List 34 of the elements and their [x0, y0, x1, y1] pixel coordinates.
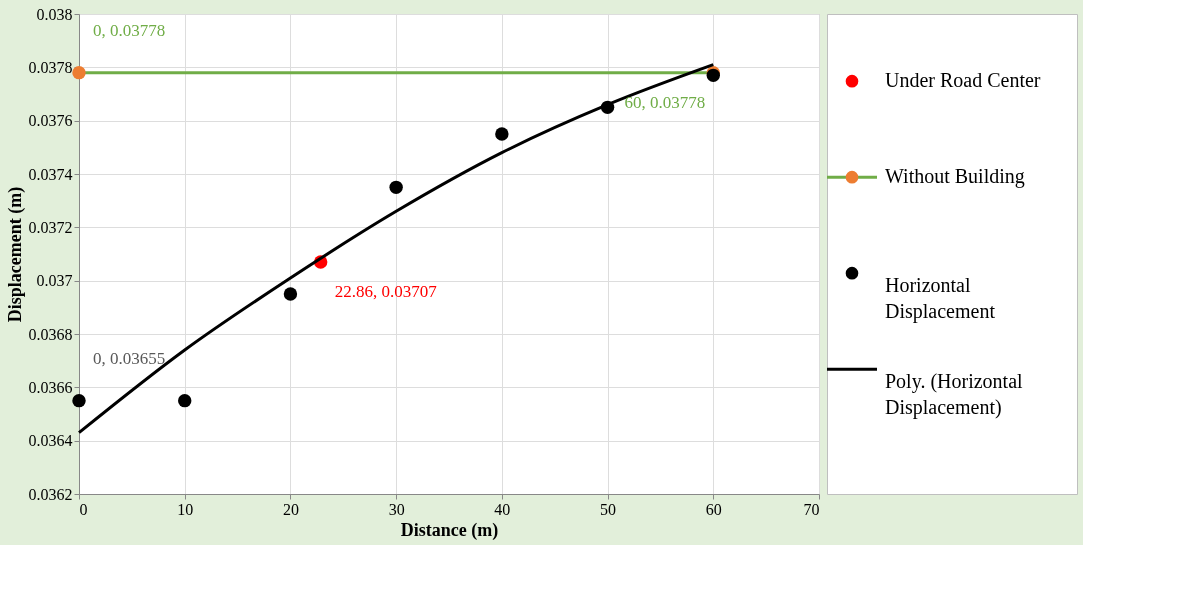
x-tick-label: 0: [79, 500, 88, 518]
y-tick-label: 0.038: [36, 5, 73, 23]
x-axis-title: Distance (m): [400, 519, 499, 541]
annotation: 22.86, 0.03707: [334, 282, 438, 301]
point: [72, 393, 86, 408]
point: [283, 287, 298, 301]
x-tick-label: 70: [803, 500, 820, 518]
legend-label: Under Road Center: [885, 69, 1041, 92]
x-tick-label: 40: [494, 500, 511, 518]
y-tick-label: 0.0364: [28, 432, 73, 450]
y-tick-label: 0.0372: [28, 218, 73, 236]
y-tick-label: 0.0366: [28, 378, 73, 396]
annotation: 60, 0.03778: [624, 92, 706, 112]
y-tick-label: 0.037: [36, 272, 73, 290]
legend-label: Without Building: [885, 165, 1025, 189]
x-tick-label: 30: [388, 500, 405, 518]
annotation: 0, 0.03778: [93, 20, 166, 40]
x-tick-label: 50: [600, 500, 617, 518]
point: [389, 180, 403, 195]
legend-label: Poly. (Horizontal Displacement): [885, 370, 1024, 420]
y-tick-label: 0.0362: [28, 485, 73, 503]
x-tick-label: 20: [282, 500, 299, 518]
legend-label: Horizontal Displacement: [885, 274, 996, 324]
point: [72, 65, 86, 80]
y-tick-label: 0.0368: [28, 325, 73, 343]
x-tick-label: 60: [705, 500, 722, 518]
y-axis-title: Displacement (m): [4, 186, 26, 323]
y-tick-label: 0.0378: [28, 58, 73, 76]
point: [495, 127, 509, 141]
y-tick-label: 0.0374: [28, 165, 73, 183]
x-tick-label: 10: [177, 500, 194, 518]
annotation: 0, 0.03655: [93, 348, 166, 368]
y-tick-label: 0.0376: [28, 112, 73, 130]
point: [178, 393, 192, 408]
